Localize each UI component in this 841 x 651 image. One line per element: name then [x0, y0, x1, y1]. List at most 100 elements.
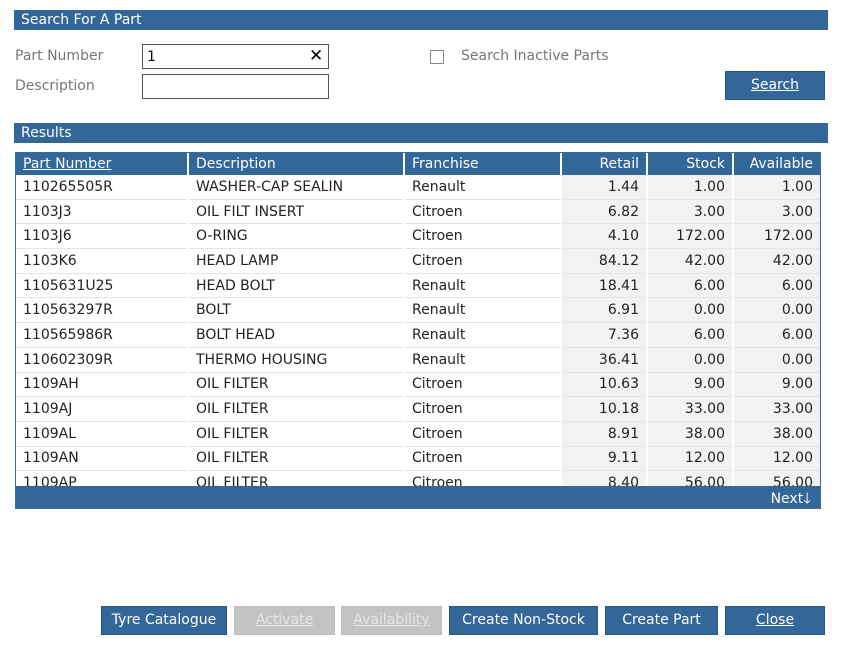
- cell-available: 12.00: [733, 446, 820, 472]
- create-part-label: Create Part: [622, 612, 701, 628]
- table-row[interactable]: 1109AJ OIL FILTER Citroen 10.18 33.00 33.00: [16, 396, 820, 422]
- cell-part-number: 1109AH: [16, 372, 189, 398]
- close-label: Close: [755, 612, 795, 628]
- cell-description: OIL FILTER: [188, 421, 405, 447]
- column-header-franchise[interactable]: Franchise: [404, 153, 562, 175]
- cell-part-number: 110563297R: [16, 297, 189, 324]
- arrow-down-icon: 🡓: [803, 489, 811, 507]
- cell-available: 0.00: [733, 347, 820, 373]
- next-label: Next: [770, 491, 804, 507]
- close-icon[interactable]: ✕: [309, 46, 324, 66]
- cell-franchise: Citroen: [404, 446, 562, 472]
- search-button[interactable]: Search: [725, 71, 825, 100]
- cell-retail: 6.82: [561, 199, 648, 225]
- table-row[interactable]: 110563297R BOLT Renault 6.91 0.00 0.00: [16, 297, 820, 324]
- table-row[interactable]: 1103K6 HEAD LAMP Citroen 84.12 42.00 42.00: [16, 248, 820, 274]
- column-header-retail[interactable]: Retail: [561, 153, 648, 175]
- part-number-label: Part Number: [15, 48, 104, 64]
- cell-part-number: 1103K6: [16, 248, 189, 274]
- cell-available: 0.00: [733, 297, 820, 324]
- cell-franchise: Citroen: [404, 421, 562, 447]
- cell-stock: 0.00: [647, 347, 734, 373]
- tyre-catalogue-button[interactable]: Tyre Catalogue: [101, 606, 227, 635]
- cell-stock: 9.00: [647, 372, 734, 398]
- table-row[interactable]: 1109AL OIL FILTER Citroen 8.91 38.00 38.00: [16, 421, 820, 447]
- close-button[interactable]: Close: [725, 606, 825, 635]
- search-inactive-checkbox[interactable]: [430, 50, 444, 64]
- cell-description: BOLT HEAD: [188, 322, 405, 348]
- cell-part-number: 1103J3: [16, 199, 189, 225]
- tyre-catalogue-label: Tyre Catalogue: [111, 612, 217, 628]
- cell-available: 6.00: [733, 273, 820, 299]
- cell-available: 172.00: [733, 223, 820, 250]
- cell-stock: 0.00: [647, 297, 734, 324]
- column-header-description[interactable]: Description: [188, 153, 405, 175]
- create-part-button[interactable]: Create Part: [605, 606, 718, 635]
- cell-stock: 12.00: [647, 446, 734, 472]
- table-row[interactable]: 110602309R THERMO HOUSING Renault 36.41 0.00…: [16, 347, 820, 373]
- cell-retail: 4.10: [561, 223, 648, 250]
- description-label: Description: [15, 78, 95, 94]
- activate-button[interactable]: Activate: [234, 606, 335, 635]
- cell-franchise: Citroen: [404, 372, 562, 398]
- table-row[interactable]: 1103J6 O-RING Citroen 4.10 172.00 172.00: [16, 223, 820, 250]
- cell-retail: 6.91: [561, 297, 648, 324]
- cell-description: OIL FILT INSERT: [188, 199, 405, 225]
- results-table: Part Number Description Franchise Retail…: [15, 152, 821, 509]
- availability-button[interactable]: Availability: [341, 606, 442, 635]
- cell-part-number: 1105631U25: [16, 273, 189, 299]
- table-header-row: Part Number Description Franchise Retail…: [16, 153, 820, 175]
- cell-stock: 1.00: [647, 175, 734, 200]
- cell-stock: 3.00: [647, 199, 734, 225]
- column-header-part-number[interactable]: Part Number: [16, 153, 189, 175]
- cell-retail: 9.11: [561, 446, 648, 472]
- cell-stock: 33.00: [647, 396, 734, 422]
- cell-part-number: 110565986R: [16, 322, 189, 348]
- part-number-input[interactable]: [142, 44, 329, 69]
- cell-franchise: Renault: [404, 297, 562, 324]
- column-header-available[interactable]: Available: [733, 153, 820, 175]
- results-section-header: Results: [14, 123, 828, 143]
- cell-part-number: 110602309R: [16, 347, 189, 373]
- cell-franchise: Citroen: [404, 199, 562, 225]
- availability-label: Availability: [353, 612, 430, 628]
- cell-retail: 18.41: [561, 273, 648, 299]
- cell-retail: 8.91: [561, 421, 648, 447]
- cell-available: 42.00: [733, 248, 820, 274]
- table-row[interactable]: 1109AH OIL FILTER Citroen 10.63 9.00 9.00: [16, 372, 820, 398]
- create-non-stock-label: Create Non-Stock: [462, 612, 585, 628]
- cell-franchise: Renault: [404, 347, 562, 373]
- create-non-stock-button[interactable]: Create Non-Stock: [449, 606, 598, 635]
- cell-description: WASHER-CAP SEALIN: [188, 175, 405, 200]
- cell-retail: 36.41: [561, 347, 648, 373]
- cell-retail: 84.12: [561, 248, 648, 274]
- cell-description: OIL FILTER: [188, 372, 405, 398]
- table-row[interactable]: 1103J3 OIL FILT INSERT Citroen 6.82 3.00 3.00: [16, 199, 820, 225]
- search-section-header: Search For A Part: [14, 10, 828, 30]
- search-inactive-label: Search Inactive Parts: [461, 48, 609, 64]
- cell-franchise: Citroen: [404, 223, 562, 250]
- cell-retail: 1.44: [561, 175, 648, 200]
- cell-available: 33.00: [733, 396, 820, 422]
- cell-available: 9.00: [733, 372, 820, 398]
- table-row[interactable]: 110565986R BOLT HEAD Renault 7.36 6.00 6.00: [16, 322, 820, 348]
- next-page-button[interactable]: Next🡓: [771, 488, 811, 513]
- cell-description: OIL FILTER: [188, 446, 405, 472]
- cell-part-number: 1109AJ: [16, 396, 189, 422]
- cell-retail: 10.18: [561, 396, 648, 422]
- cell-stock: 38.00: [647, 421, 734, 447]
- search-button-label: Search: [750, 77, 800, 93]
- cell-part-number: 1109AL: [16, 421, 189, 447]
- cell-franchise: Renault: [404, 175, 562, 200]
- description-input[interactable]: [142, 74, 329, 99]
- cell-description: OIL FILTER: [188, 396, 405, 422]
- table-row[interactable]: 110265505R WASHER-CAP SEALIN Renault 1.44 1.…: [16, 175, 820, 200]
- column-header-stock[interactable]: Stock: [647, 153, 734, 175]
- cell-description: HEAD BOLT: [188, 273, 405, 299]
- table-row[interactable]: 1105631U25 HEAD BOLT Renault 18.41 6.00 6.00: [16, 273, 820, 299]
- cell-available: 38.00: [733, 421, 820, 447]
- cell-franchise: Citroen: [404, 396, 562, 422]
- cell-available: 1.00: [733, 175, 820, 200]
- table-row[interactable]: 1109AN OIL FILTER Citroen 9.11 12.00 12.00: [16, 446, 820, 472]
- cell-stock: 6.00: [647, 273, 734, 299]
